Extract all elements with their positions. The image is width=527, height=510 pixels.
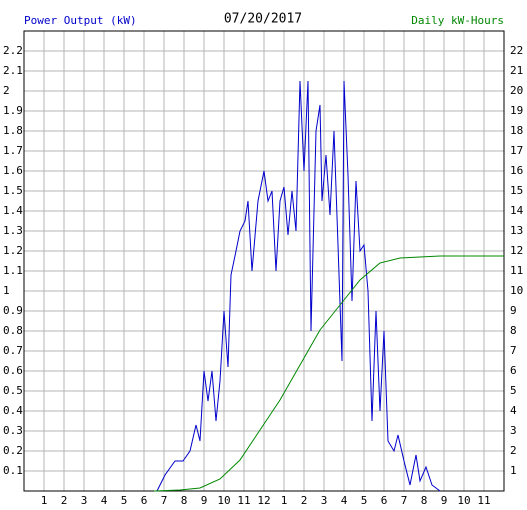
y2-tick-label: 20	[510, 84, 523, 97]
x-tick-label: 8	[421, 494, 428, 507]
x-tick-label: 9	[201, 494, 208, 507]
y2-tick-label: 9	[510, 304, 517, 317]
y-tick-label: 1.2	[3, 244, 23, 257]
y2-tick-label: 3	[510, 424, 517, 437]
y2-tick-label: 7	[510, 344, 517, 357]
y2-tick-label: 6	[510, 364, 517, 377]
y2-tick-label: 17	[510, 144, 523, 157]
y2-axis-title: Daily kW-Hours	[411, 14, 504, 27]
x-tick-label: 10	[457, 494, 470, 507]
x-tick-label: 7	[161, 494, 168, 507]
y-tick-label: 0.4	[3, 404, 23, 417]
y-tick-label: 0.3	[3, 424, 23, 437]
y-axis-title: Power Output (kW)	[24, 14, 137, 27]
y-tick-label: 1.3	[3, 224, 23, 237]
x-tick-label: 1	[281, 494, 288, 507]
y2-tick-label: 8	[510, 324, 517, 337]
y2-tick-label: 5	[510, 384, 517, 397]
y-tick-label: 1.5	[3, 184, 23, 197]
x-tick-label: 12	[257, 494, 270, 507]
x-tick-label: 4	[341, 494, 348, 507]
y2-tick-label: 15	[510, 184, 523, 197]
y-tick-label: 0.7	[3, 344, 23, 357]
y-tick-label: 0.5	[3, 384, 23, 397]
y2-tick-label: 4	[510, 404, 517, 417]
x-tick-label: 7	[401, 494, 408, 507]
x-tick-label: 5	[121, 494, 128, 507]
y-tick-label: 2	[3, 84, 10, 97]
y2-tick-label: 19	[510, 104, 523, 117]
y-tick-label: 1.9	[3, 104, 23, 117]
y2-tick-label: 10	[510, 284, 523, 297]
x-tick-label: 5	[361, 494, 368, 507]
y2-tick-label: 2	[510, 444, 517, 457]
y2-tick-label: 13	[510, 224, 523, 237]
plot-border	[23, 30, 505, 492]
x-tick-label: 8	[181, 494, 188, 507]
y-tick-label: 1.4	[3, 204, 23, 217]
x-tick-label: 11	[237, 494, 250, 507]
y2-tick-label: 21	[510, 64, 523, 77]
y2-tick-label: 18	[510, 124, 523, 137]
x-tick-label: 10	[217, 494, 230, 507]
x-tick-label: 1	[41, 494, 48, 507]
y-tick-label: 0.6	[3, 364, 23, 377]
y-tick-label: 0.2	[3, 444, 23, 457]
x-tick-label: 11	[477, 494, 490, 507]
x-tick-label: 4	[101, 494, 108, 507]
x-tick-label: 3	[321, 494, 328, 507]
x-tick-label: 9	[441, 494, 448, 507]
y-tick-label: 2.2	[3, 44, 23, 57]
y-tick-label: 0.8	[3, 324, 23, 337]
y-tick-label: 0.9	[3, 304, 23, 317]
y-tick-label: 1.1	[3, 264, 23, 277]
chart-title: 07/20/2017	[224, 12, 302, 27]
x-tick-label: 6	[381, 494, 388, 507]
y-tick-label: 1.7	[3, 144, 23, 157]
y2-tick-label: 16	[510, 164, 523, 177]
x-tick-label: 6	[141, 494, 148, 507]
y2-tick-label: 12	[510, 244, 523, 257]
data-line	[156, 80, 441, 492]
x-tick-label: 2	[301, 494, 308, 507]
y-tick-label: 1.8	[3, 124, 23, 137]
y2-tick-label: 14	[510, 204, 524, 217]
y-tick-label: 1.6	[3, 164, 23, 177]
y2-tick-label: 11	[510, 264, 523, 277]
y-tick-label: 0.1	[3, 464, 23, 477]
x-tick-label: 3	[81, 494, 88, 507]
y2-tick-label: 1	[510, 464, 517, 477]
x-tick-label: 2	[61, 494, 68, 507]
data-line	[153, 255, 504, 492]
y-tick-label: 1	[3, 284, 10, 297]
y2-tick-label: 22	[510, 44, 523, 57]
y-tick-label: 2.1	[3, 64, 23, 77]
